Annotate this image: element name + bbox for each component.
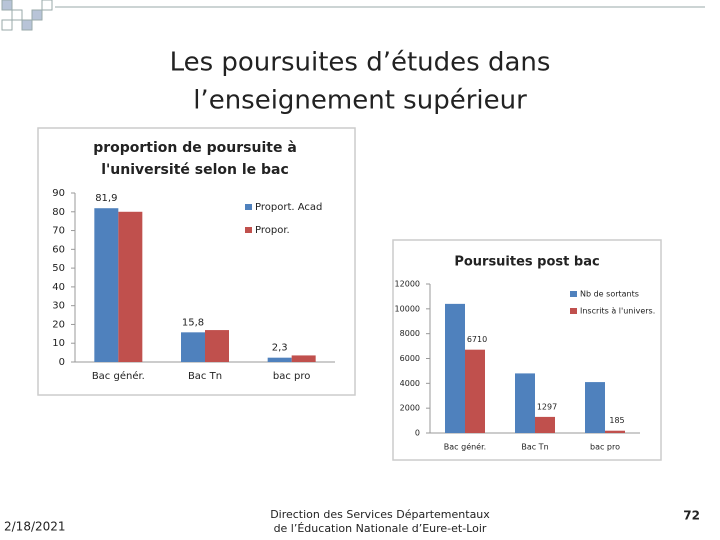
decoration <box>1 0 53 31</box>
y-tick-label: 0 <box>59 357 65 368</box>
x-tick-label: Bac génér. <box>92 370 145 382</box>
y-tick-label: 40 <box>52 282 65 293</box>
x-tick-label: Bac génér. <box>444 442 486 452</box>
slide-title: Les poursuites d’études dans <box>170 48 551 78</box>
legend-label: Proport. Acad <box>255 202 322 213</box>
y-tick-label: 90 <box>52 188 65 199</box>
bar <box>267 357 292 362</box>
y-tick-label: 70 <box>52 226 65 237</box>
y-tick-label: 6000 <box>400 354 420 363</box>
y-tick-label: 0 <box>415 429 420 438</box>
y-tick-label: 10000 <box>395 304 420 313</box>
y-tick-label: 12000 <box>395 280 420 289</box>
footer: de l’Éducation Nationale d’Eure-et-Loir <box>274 522 487 535</box>
legend-swatch <box>245 227 252 233</box>
bar <box>445 303 465 433</box>
bar <box>118 211 143 362</box>
legend-label: Nb de sortants <box>580 290 639 299</box>
legend-swatch <box>570 291 577 297</box>
legend-label: Propor. <box>255 225 290 236</box>
x-tick-label: bac pro <box>273 371 311 382</box>
slide-title: l’enseignement supérieur <box>193 86 527 116</box>
x-tick-label: bac pro <box>590 443 620 452</box>
bar <box>605 430 625 433</box>
footer: Direction des Services Départementaux <box>270 508 490 521</box>
data-label: 81,9 <box>95 193 117 204</box>
y-tick-label: 20 <box>52 319 65 330</box>
chart-title: Poursuites post bac <box>454 255 599 270</box>
data-label: 185 <box>609 416 624 425</box>
y-tick-label: 30 <box>52 301 65 312</box>
bar <box>465 349 485 433</box>
y-tick-label: 2000 <box>400 404 420 413</box>
data-label: 2,3 <box>272 343 288 354</box>
data-label: 15,8 <box>182 317 204 328</box>
y-tick-label: 4000 <box>400 379 420 388</box>
bar <box>181 332 205 362</box>
chart-title: l'université selon le bac <box>101 162 289 178</box>
x-tick-label: Bac Tn <box>521 443 548 452</box>
y-tick-label: 10 <box>52 338 65 349</box>
legend-swatch <box>570 308 577 314</box>
bar <box>535 416 555 433</box>
legend-label: Inscrits à l'univers. <box>580 307 655 316</box>
data-label: 1297 <box>537 402 557 411</box>
bar <box>94 208 119 362</box>
bar <box>205 330 229 362</box>
date: 2/18/2021 <box>4 520 66 534</box>
page-number: 72 <box>683 509 700 523</box>
x-tick-label: Bac Tn <box>188 371 222 382</box>
bar <box>585 382 605 433</box>
bar <box>515 373 535 433</box>
chart-title: proportion de poursuite à <box>93 140 297 156</box>
y-tick-label: 8000 <box>400 329 420 338</box>
legend-swatch <box>245 204 252 210</box>
data-label: 6710 <box>467 335 487 344</box>
y-tick-label: 60 <box>52 244 65 255</box>
bar <box>291 355 316 362</box>
y-tick-label: 80 <box>52 207 65 218</box>
y-tick-label: 50 <box>52 263 65 274</box>
